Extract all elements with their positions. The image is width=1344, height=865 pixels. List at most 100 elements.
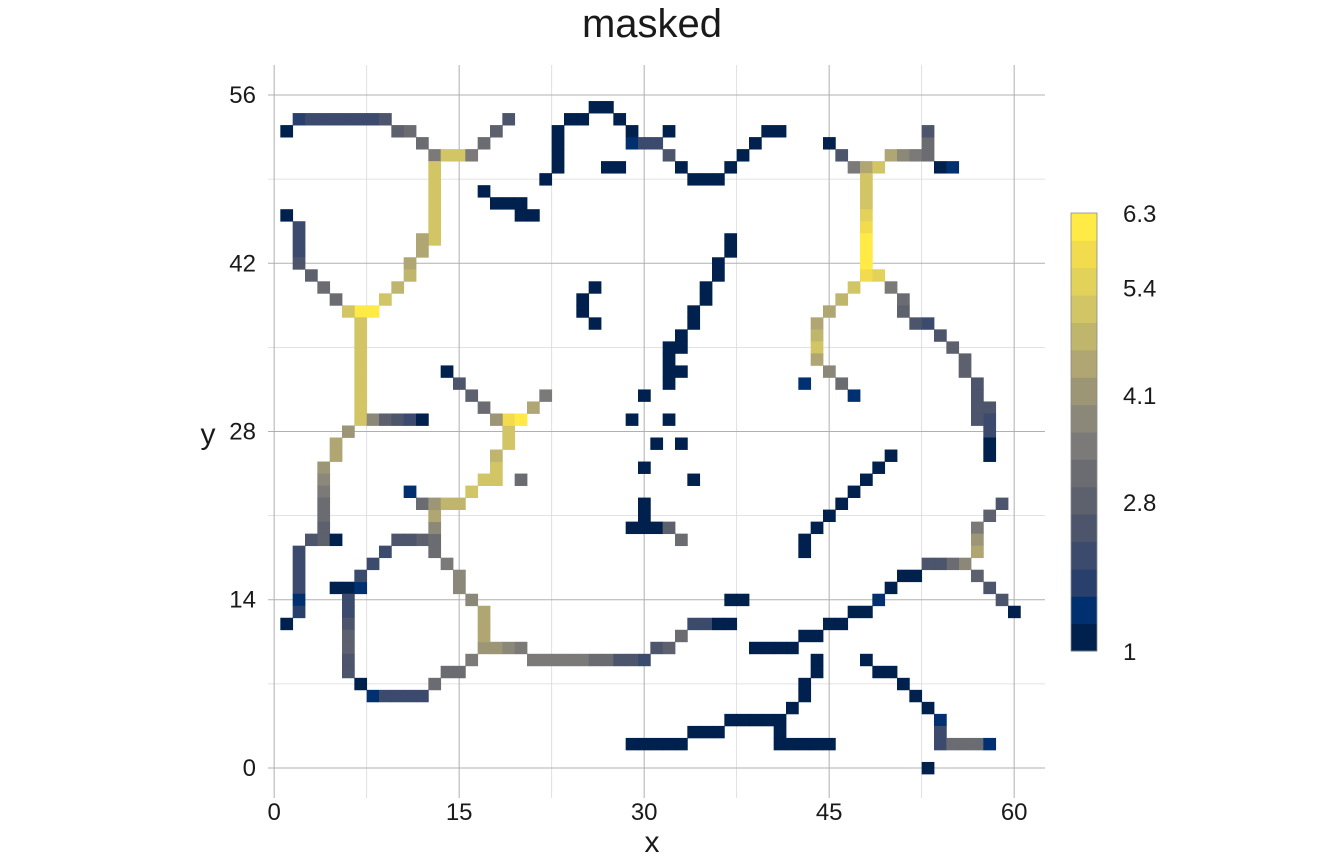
heatmap-cell [625,737,639,751]
heatmap-cell [416,533,429,547]
x-tick-label: 15 [446,799,473,826]
heatmap-cell [798,737,812,751]
heatmap-cell [786,701,799,715]
heatmap-cell [921,761,935,775]
heatmap-cell [342,641,355,655]
heatmap-cell [909,149,923,162]
heatmap-cell [292,233,306,246]
colorbar-tick-label: 6.3 [1123,201,1156,228]
heatmap-cell [354,389,368,402]
heatmap-cell [280,617,294,631]
heatmap-cell [354,677,368,691]
heatmap-cell [453,581,466,595]
heatmap-cell [971,533,984,547]
heatmap-cell [354,413,368,426]
chart-title: masked [582,2,722,46]
heatmap-cell [638,653,651,667]
heatmap-cell [354,401,368,414]
heatmap-cell [798,629,812,643]
heatmap-cell [329,113,343,126]
heatmap-cell [847,485,861,498]
heatmap-cell [465,593,479,607]
heatmap-cell [773,725,787,739]
heatmap-cell [342,665,355,679]
heatmap-cell [638,389,651,402]
heatmap-cell [897,569,910,583]
heatmap-cell [897,677,910,691]
heatmap-cell [921,557,935,571]
heatmap-cell [428,149,442,162]
heatmap-cell [638,509,651,523]
heatmap-cell [650,137,664,150]
heatmap-cell [366,413,380,426]
heatmap-cell [514,641,528,655]
heatmap-cell [675,365,688,378]
heatmap-cell [428,233,442,246]
heatmap-cell [416,137,429,150]
heatmap-cell [342,425,355,438]
heatmap-cell [736,593,750,607]
heatmap-cell [416,233,429,246]
heatmap-cell [971,401,984,414]
heatmap-cell [638,497,651,511]
heatmap-cell [329,293,343,306]
heatmap-cell [613,653,627,667]
heatmap-cell [675,341,688,354]
heatmap-cell [699,293,713,306]
heatmap-cell [983,425,997,438]
colorbar-legend: 6.3 5.4 4.1 2.8 1 [1070,201,1156,666]
heatmap-cell [428,161,442,174]
heatmap-cell [490,125,503,138]
heatmap-cell [428,173,442,186]
heatmap-cell [810,665,824,679]
heatmap-cell [860,173,873,186]
heatmap-cell [983,509,997,523]
heatmap-cell [342,653,355,667]
heatmap-cell [490,449,503,462]
heatmap-cell [934,713,947,727]
heatmap-cell [391,125,405,138]
heatmap-cell [699,173,713,186]
heatmap-cell [724,593,738,607]
heatmap-cell [921,701,935,715]
heatmap-cell [958,365,972,378]
heatmap-cell [971,569,984,583]
heatmap-cell [971,413,984,426]
heatmap-cell [317,461,331,474]
heatmap-cell [453,569,466,583]
heatmap-cell [773,641,787,655]
heatmap-cell [934,725,947,739]
heatmap-cell [342,593,355,607]
heatmap-cell [662,149,676,162]
heatmap-cell [662,341,676,354]
heatmap-cell [934,557,947,571]
heatmap-cell [810,521,824,535]
heatmap-cell [687,473,701,486]
heatmap-cell [860,653,873,667]
colorbar-segment [1071,322,1097,351]
heatmap-cell [280,209,294,222]
heatmap-cell [662,377,676,390]
heatmap-cell [810,629,824,643]
heatmap-cell [884,281,898,294]
heatmap-cell [416,245,429,258]
heatmap-cell [551,161,565,174]
x-tick-label: 45 [816,799,843,826]
heatmap-cell [305,269,318,282]
heatmap-cell [366,689,380,703]
heatmap-cell [884,581,898,595]
heatmap-cell [551,149,565,162]
heatmap-cell [317,485,331,498]
heatmap-cell [428,677,442,691]
heatmap-cell [724,245,738,258]
heatmap-cell [638,461,651,474]
heatmap-cell [699,725,713,739]
colorbar-tick-label: 4.1 [1123,383,1156,410]
heatmap-cell [798,677,812,691]
heatmap-cell [650,737,664,751]
heatmap-cell [379,113,392,126]
heatmap-cell [749,137,762,150]
heatmap-cell [465,653,479,667]
heatmap-cell [329,581,343,595]
